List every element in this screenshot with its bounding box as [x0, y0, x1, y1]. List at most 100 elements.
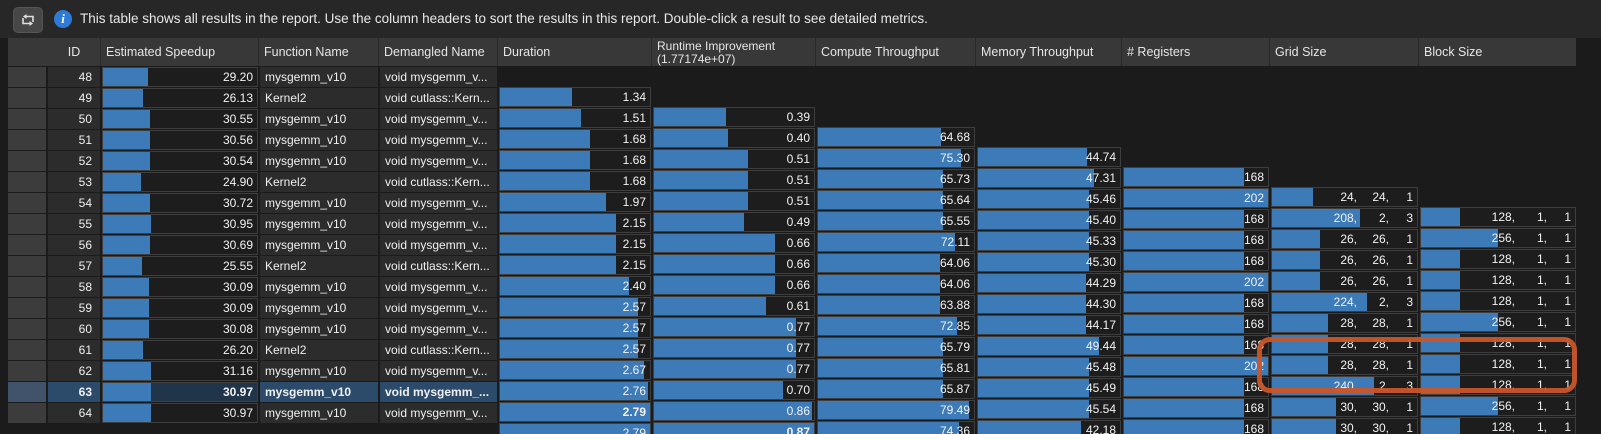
column-header-grid[interactable]: Grid Size: [1275, 45, 1327, 59]
table-row-49[interactable]: 49 26.13 Kernel2 void cutlass::Kern... 1.51 0…: [0, 88, 1601, 248]
cell-function[interactable]: mysgemm_v10: [260, 382, 378, 402]
cell-duration[interactable]: 2.67: [499, 360, 651, 380]
cell-block[interactable]: 128, 1, 1: [1420, 249, 1576, 269]
cell-runtime[interactable]: 0.49: [653, 212, 815, 232]
cell-duration[interactable]: 1.97: [499, 192, 651, 212]
row-header[interactable]: [8, 403, 46, 423]
cell-runtime[interactable]: 0.51: [653, 149, 815, 169]
cell-duration[interactable]: 2.57: [499, 297, 651, 317]
cell-duration[interactable]: 2.79: [499, 402, 651, 422]
column-header-block[interactable]: Block Size: [1424, 45, 1483, 59]
cell-duration[interactable]: 2.40: [499, 276, 651, 296]
cell-speedup[interactable]: 30.69: [102, 235, 258, 255]
table-row-58[interactable]: 58 30.09 mysgemm_v10 void mysgemm_v... 2.57 0…: [0, 277, 1601, 434]
cell-demangled[interactable]: void mysgemm_v...: [380, 130, 497, 150]
cell-compute[interactable]: 79.49: [817, 400, 975, 420]
cell-demangled[interactable]: void mysgemm_v...: [380, 319, 497, 339]
column-header-memory[interactable]: Memory Throughput: [981, 45, 1094, 59]
table-row-50[interactable]: 50 30.55 mysgemm_v10 void mysgemm_v... 1.68 0…: [0, 109, 1601, 269]
cell-function[interactable]: Kernel2: [260, 256, 378, 276]
cell-duration[interactable]: 2.76: [499, 381, 651, 401]
cell-function[interactable]: mysgemm_v10: [260, 298, 378, 318]
cell-id[interactable]: 61: [48, 340, 100, 360]
cell-runtime[interactable]: 0.39: [653, 107, 815, 127]
cell-duration[interactable]: 1.34: [499, 87, 651, 107]
cell-function[interactable]: mysgemm_v10: [260, 235, 378, 255]
cell-runtime[interactable]: 0.87: [653, 422, 815, 434]
cell-registers[interactable]: 202: [1123, 356, 1269, 376]
cell-runtime[interactable]: 0.51: [653, 191, 815, 211]
cell-memory[interactable]: 45.48: [977, 357, 1121, 377]
cell-compute[interactable]: 63.88: [817, 295, 975, 315]
cell-duration[interactable]: 2.57: [499, 339, 651, 359]
cell-speedup[interactable]: 31.16: [102, 361, 258, 381]
cell-grid[interactable]: 26, 26, 1: [1271, 250, 1418, 270]
cell-registers[interactable]: 168: [1123, 251, 1269, 271]
cell-block[interactable]: 256, 1, 1: [1420, 312, 1576, 332]
table-row-56[interactable]: 56 30.69 mysgemm_v10 void mysgemm_v... 2.15 0…: [0, 235, 1601, 395]
cell-block[interactable]: 256, 1, 1: [1420, 396, 1576, 416]
table-row-61[interactable]: 61 26.20 Kernel2 void cutlass::Kern... 2.67 0…: [0, 340, 1601, 434]
cell-speedup[interactable]: 30.54: [102, 151, 258, 171]
column-header-function[interactable]: Function Name: [264, 45, 349, 59]
cell-runtime[interactable]: 0.77: [653, 338, 815, 358]
cell-function[interactable]: mysgemm_v10: [260, 151, 378, 171]
cell-speedup[interactable]: 26.20: [102, 340, 258, 360]
cell-duration[interactable]: 2.15: [499, 255, 651, 275]
row-header[interactable]: [8, 298, 46, 318]
cell-runtime[interactable]: 0.77: [653, 317, 815, 337]
table-row-55[interactable]: 55 30.95 mysgemm_v10 void mysgemm_v... 2.15 0…: [0, 214, 1601, 374]
cell-compute[interactable]: 64.06: [817, 253, 975, 273]
table-row-52[interactable]: 52 30.54 mysgemm_v10 void mysgemm_v... 1.68 0…: [0, 151, 1601, 311]
cell-registers[interactable]: 168: [1123, 167, 1269, 187]
cell-runtime[interactable]: 0.70: [653, 380, 815, 400]
cell-registers[interactable]: 168: [1123, 377, 1269, 397]
cell-demangled[interactable]: void cutlass::Kern...: [380, 172, 497, 192]
cell-id[interactable]: 55: [48, 214, 100, 234]
cell-memory[interactable]: 49.44: [977, 336, 1121, 356]
cell-duration[interactable]: 2.79: [499, 423, 651, 434]
cell-runtime[interactable]: 0.61: [653, 296, 815, 316]
cell-block[interactable]: 128, 1, 1: [1420, 291, 1576, 311]
cell-registers[interactable]: 168: [1123, 314, 1269, 334]
cell-demangled[interactable]: void mysgemm_v...: [380, 403, 497, 423]
cell-demangled[interactable]: void mysgemm_v...: [380, 109, 497, 129]
table-row-60[interactable]: 60 30.08 mysgemm_v10 void mysgemm_v... 2.57 0…: [0, 319, 1601, 434]
cell-id[interactable]: 49: [48, 88, 100, 108]
cell-registers[interactable]: 202: [1123, 272, 1269, 292]
cell-compute[interactable]: 72.85: [817, 316, 975, 336]
column-header-compute[interactable]: Compute Throughput: [821, 45, 939, 59]
cell-function[interactable]: mysgemm_v10: [260, 214, 378, 234]
row-header[interactable]: [8, 382, 46, 402]
table-row-57[interactable]: 57 25.55 Kernel2 void cutlass::Kern... 2.40 0…: [0, 256, 1601, 416]
cell-grid[interactable]: 26, 26, 1: [1271, 271, 1418, 291]
column-header-demangled[interactable]: Demangled Name: [384, 45, 485, 59]
cell-demangled[interactable]: void cutlass::Kern...: [380, 256, 497, 276]
column-header-id[interactable]: ID: [67, 45, 81, 59]
table-row-51[interactable]: 51 30.56 mysgemm_v10 void mysgemm_v... 1.68 0…: [0, 130, 1601, 290]
cell-speedup[interactable]: 30.08: [102, 319, 258, 339]
cell-function[interactable]: mysgemm_v10: [260, 193, 378, 213]
cell-id[interactable]: 60: [48, 319, 100, 339]
cell-block[interactable]: 128, 1, 1: [1420, 270, 1576, 290]
cell-registers[interactable]: 168: [1123, 209, 1269, 229]
cell-grid[interactable]: 224, 2, 3: [1271, 292, 1418, 312]
cell-function[interactable]: Kernel2: [260, 88, 378, 108]
row-header[interactable]: [8, 235, 46, 255]
cell-demangled[interactable]: void mysgemm_v...: [380, 298, 497, 318]
cell-registers[interactable]: 168: [1123, 419, 1269, 434]
cell-memory[interactable]: 44.17: [977, 315, 1121, 335]
row-header[interactable]: [8, 361, 46, 381]
cell-duration[interactable]: 2.15: [499, 234, 651, 254]
cell-block[interactable]: 128, 1, 1: [1420, 417, 1576, 434]
cell-block[interactable]: 256, 1, 1: [1420, 228, 1576, 248]
cell-speedup[interactable]: 30.97: [102, 382, 258, 402]
cell-id[interactable]: 48: [48, 67, 100, 87]
cell-compute[interactable]: 65.73: [817, 169, 975, 189]
cell-compute[interactable]: 74.36: [817, 421, 975, 434]
cell-id[interactable]: 53: [48, 172, 100, 192]
cell-function[interactable]: Kernel2: [260, 340, 378, 360]
row-header[interactable]: [8, 67, 46, 87]
cell-demangled[interactable]: void mysgemm_v...: [380, 277, 497, 297]
